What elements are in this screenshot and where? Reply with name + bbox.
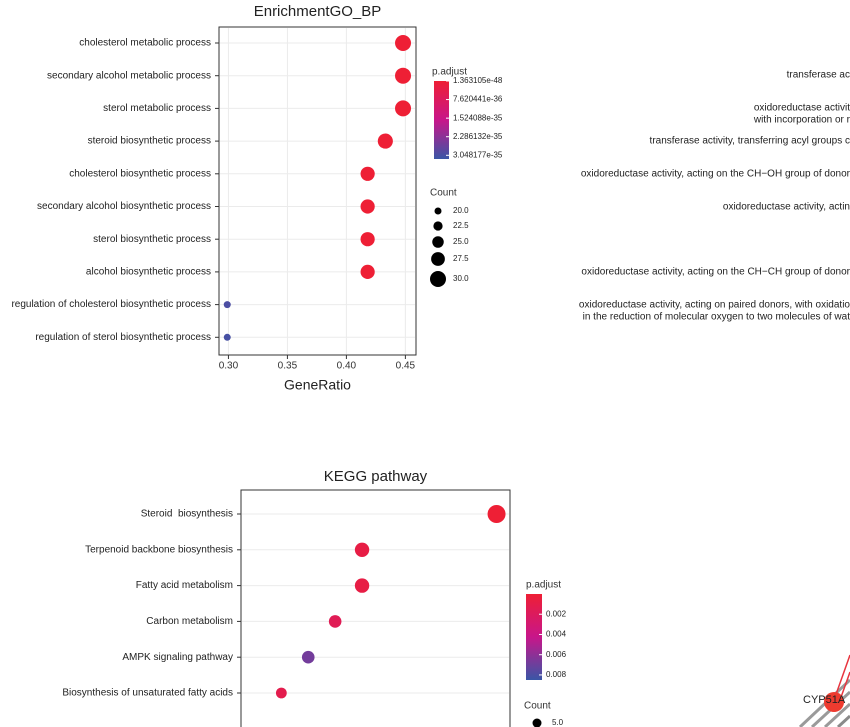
dot — [328, 615, 342, 628]
dot — [487, 505, 506, 523]
network-node-label: CYP51A — [803, 694, 846, 706]
size-legend-dot — [532, 718, 542, 727]
size-legend-label: 25.0 — [453, 237, 469, 246]
y-tick-label: Biosynthesis of unsaturated fatty acids — [62, 688, 233, 699]
size-legend-title: Count — [524, 701, 551, 712]
network-fragment: CYP51A — [798, 654, 850, 727]
dot — [223, 333, 231, 341]
size-legend-dot — [431, 252, 445, 266]
cropped-label: with incorporation or r — [753, 115, 850, 126]
dot — [275, 687, 287, 699]
size-legend-label: 30.0 — [453, 274, 469, 283]
y-tick-label: Carbon metabolism — [146, 616, 233, 627]
x-tick-label: 0.30 — [219, 361, 239, 372]
y-tick-label: regulation of sterol biosynthetic proces… — [35, 332, 211, 343]
y-tick-label: sterol biosynthetic process — [93, 234, 211, 245]
size-legend-label: 5.0 — [552, 718, 564, 727]
y-tick-label: Steroid biosynthesis — [141, 509, 233, 520]
cropped-label: transferase activity, transferring acyl … — [650, 136, 850, 147]
dot — [395, 67, 412, 84]
y-tick-label: steroid biosynthetic process — [88, 136, 211, 147]
dot — [360, 166, 375, 181]
color-legend-title: p.adjust — [526, 580, 561, 591]
colorbar-tick-label: 1.363105e-48 — [453, 76, 503, 85]
size-legend-dot — [434, 207, 442, 215]
size-legend-label: 27.5 — [453, 254, 469, 263]
y-tick-label: cholesterol metabolic process — [79, 38, 211, 49]
x-tick-label: 0.35 — [278, 361, 298, 372]
y-tick-label: sterol metabolic process — [103, 103, 211, 114]
y-tick-label: alcohol biosynthetic process — [86, 267, 211, 278]
size-legend-dot — [432, 236, 444, 248]
cropped-label: oxidoreductase activity, actin — [723, 202, 850, 213]
cropped-label: oxidoreductase activity, acting on paire… — [579, 300, 850, 311]
dot — [354, 542, 370, 557]
cropped-label: oxidoreductase activity, acting on the C… — [581, 169, 850, 180]
x-tick-label: 0.40 — [337, 361, 357, 372]
x-tick-label: 0.45 — [396, 361, 416, 372]
color-legend-title: p.adjust — [432, 67, 467, 78]
y-tick-label: Fatty acid metabolism — [136, 580, 233, 591]
dot — [360, 199, 375, 214]
colorbar — [526, 594, 542, 680]
dot — [360, 264, 375, 279]
chart-title: EnrichmentGO_BP — [254, 3, 382, 20]
dot — [223, 301, 231, 309]
cropped-label: in the reduction of molecular oxygen to … — [583, 312, 850, 323]
dot — [301, 650, 315, 664]
dot — [354, 578, 370, 593]
colorbar — [434, 81, 449, 159]
dot-chart: EnrichmentGO_BP 0.30 0.35 0.40 0.45 GeneRatio… — [11, 3, 502, 393]
dot — [395, 35, 412, 51]
plot-panel — [218, 26, 417, 356]
y-tick-label: secondary alcohol metabolic process — [47, 70, 211, 81]
colorbar-tick-label: 0.006 — [546, 650, 567, 659]
size-legend-title: Count — [430, 188, 457, 199]
cropped-label: oxidoreductase activity, acting on the C… — [581, 267, 850, 278]
colorbar-tick-label: 0.004 — [546, 630, 567, 639]
cropped-label: oxidoreductase activit — [754, 103, 850, 114]
y-tick-label: secondary alcohol biosynthetic process — [37, 201, 211, 212]
size-legend-dot — [433, 221, 443, 231]
size-legend-dot — [430, 271, 446, 287]
x-axis-title: GeneRatio — [284, 377, 351, 393]
colorbar-tick-label: 3.048177e-35 — [453, 150, 503, 159]
dot — [377, 133, 393, 149]
dot-chart: KEGG pathway Steroid biosynthesis Terpenoi… — [62, 468, 567, 727]
y-tick-label: regulation of cholesterol biosynthetic p… — [11, 299, 211, 310]
y-tick-label: cholesterol biosynthetic process — [69, 168, 211, 179]
y-tick-label: Terpenoid backbone biosynthesis — [85, 544, 233, 555]
size-legend-label: 20.0 — [453, 206, 469, 215]
colorbar-tick-label: 2.286132e-35 — [453, 132, 503, 141]
colorbar-tick-label: 1.524088e-35 — [453, 113, 503, 122]
chart-title: KEGG pathway — [324, 468, 428, 485]
colorbar-tick-label: 0.002 — [546, 609, 567, 618]
plot-panel — [240, 489, 511, 727]
dot — [360, 232, 375, 247]
colorbar-tick-label: 0.008 — [546, 670, 567, 679]
size-legend-label: 22.5 — [453, 221, 469, 230]
dot — [395, 100, 412, 117]
colorbar-tick-label: 7.620441e-36 — [453, 95, 503, 104]
y-tick-label: AMPK signaling pathway — [122, 652, 233, 663]
cropped-label: transferase ac — [787, 70, 850, 81]
